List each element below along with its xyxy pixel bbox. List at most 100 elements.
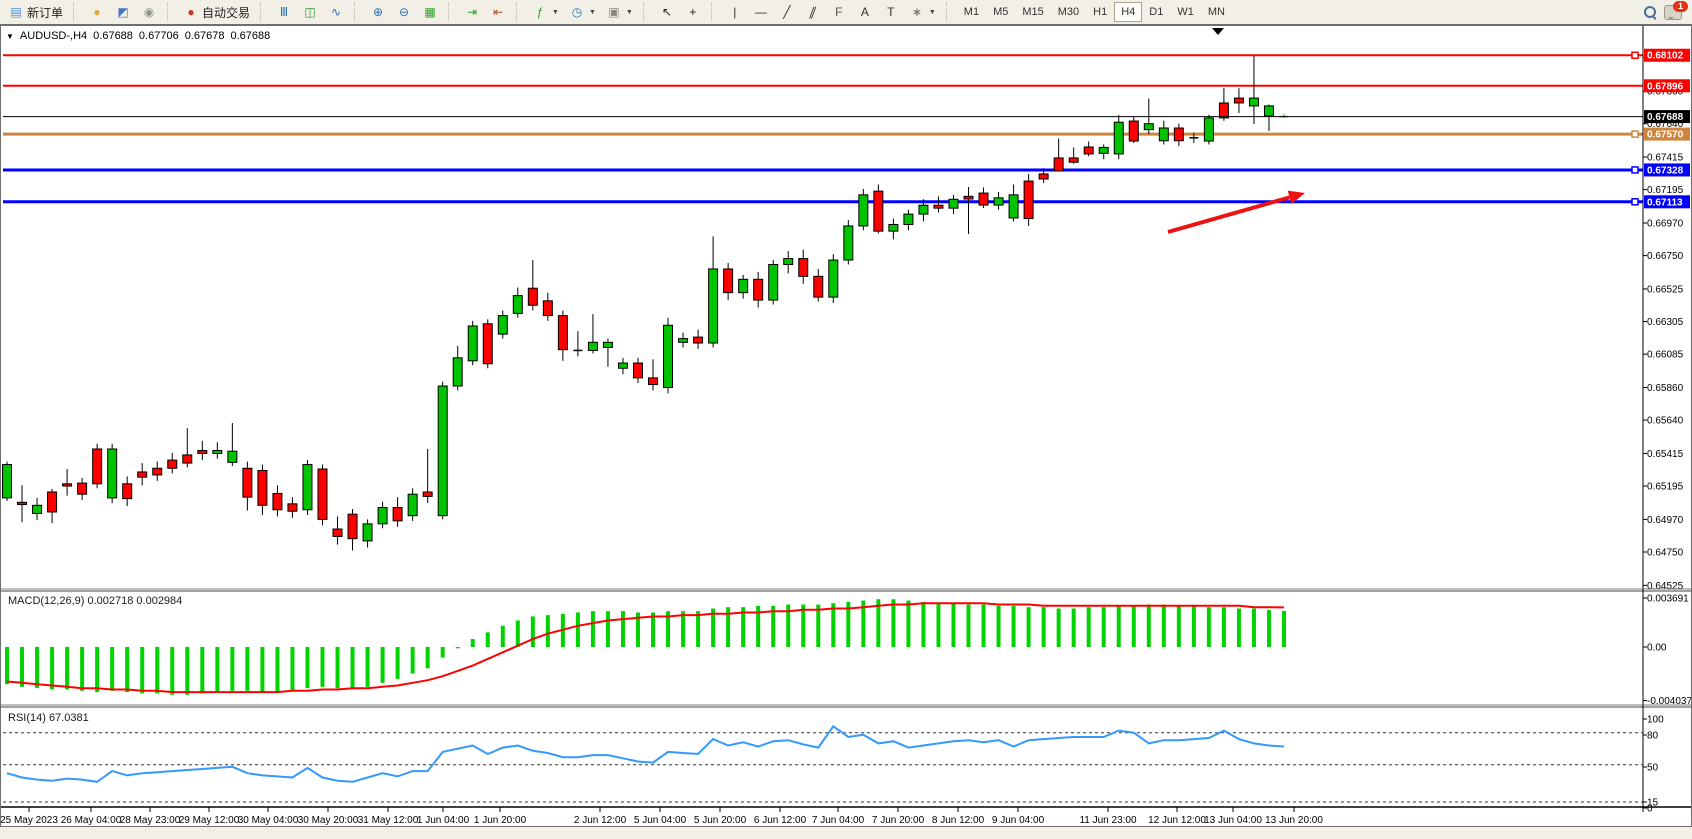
candlestick-chart-button[interactable]: ◫ [297,1,323,23]
macd-histogram-bar [756,605,761,647]
indicators-icon: ƒ [536,5,544,19]
price-axis-tick-label: 0.65195 [1647,482,1684,493]
person-chart-icon: ◩ [117,5,129,19]
trendline-button[interactable]: ╱ [774,1,800,23]
price-axis-tick-label: 0.65640 [1647,416,1684,427]
macd-histogram-bar [590,611,595,647]
price-axis-tick-label: 0.66525 [1647,284,1684,295]
tile-windows-button[interactable]: ▦ [417,1,443,23]
toolbar-group: ▤ 新订单 [0,1,71,23]
chart-shift-marker[interactable] [1212,28,1224,35]
dropdown-caret-icon[interactable]: ▼ [625,8,633,16]
rsi-line [6,724,1285,783]
arrows-icon: ∗ [911,5,922,19]
dropdown-caret-icon[interactable]: ▼ [552,8,559,16]
candle [422,448,433,504]
line-chart-button[interactable]: ∿ [323,1,349,23]
candle [92,443,103,489]
rsi-axis-label: 50 [1647,763,1659,774]
arrow-annotation[interactable] [1167,195,1291,234]
macd-histogram-bar [1282,610,1286,647]
candle [843,220,854,265]
timeframe-h4[interactable]: H4 [1114,2,1143,22]
channel-button[interactable]: ∥ [800,1,826,23]
macd-histogram-bar [816,604,821,647]
timeframe-h1[interactable]: H1 [1093,6,1108,18]
indicators-button[interactable]: ƒ ▼ [527,1,564,23]
dropdown-caret-icon[interactable]: ▼ [928,8,936,16]
timeframe-mn[interactable]: MN [1207,6,1225,18]
chevron-down-icon[interactable]: ▼ [6,31,14,41]
bar-chart-button[interactable]: Ⅲ [271,1,297,23]
candle [1263,104,1274,131]
signals-button[interactable]: ◉ [136,1,162,23]
macd-histogram-bar [290,647,295,691]
candle [407,488,418,521]
fibonacci-icon: F [835,5,843,19]
symbol-period-label: AUDUSD-,H4 [19,30,88,42]
macd-histogram-bar [1131,605,1136,647]
zoom-in-button[interactable]: ⊕ [365,1,391,23]
autotrading-button[interactable]: ● 自动交易 [178,1,255,23]
chart-shift-button[interactable]: ⇤ [485,1,511,23]
dropdown-caret-icon[interactable]: ▼ [588,8,596,16]
price-axis-tick-label: 0.66305 [1647,317,1684,328]
time-axis-label: 25 May 2023 [0,815,58,826]
timeframe-d1[interactable]: D1 [1149,6,1164,18]
cursor-button[interactable]: ↖ [654,1,680,23]
macd-histogram-bar [861,600,866,647]
text-button[interactable]: A [852,1,878,23]
macd-histogram-bar [1011,605,1016,647]
timeframe-m30[interactable]: M30 [1057,6,1080,18]
timeframe-m1[interactable]: M1 [963,6,980,18]
timeframe-m5[interactable]: M5 [993,6,1009,18]
candle [632,357,643,384]
macd-histogram-bar [966,604,971,647]
candle [452,345,463,391]
candle [212,442,223,459]
label-button[interactable]: T [878,1,904,23]
price-tag [1644,79,1690,93]
toolbar-separator [945,3,952,21]
rsi-axis-label: 100 [1647,715,1664,726]
candle [197,440,208,461]
line-handle[interactable] [1631,130,1639,138]
line-handle[interactable] [1631,51,1639,59]
crosshair-button[interactable]: + [680,1,706,23]
candle [2,461,12,501]
line-handle[interactable] [1631,198,1639,206]
macd-histogram-bar [20,647,25,687]
arrow-annotation-head[interactable] [1287,190,1305,205]
text-icon: A [860,5,869,19]
chart-window[interactable]: 0.680850.678600.676400.674150.671950.669… [0,24,1692,839]
macd-histogram-bar [515,620,520,647]
candle [783,251,794,274]
zoom-out-button[interactable]: ⊖ [391,1,417,23]
timeframe-m15[interactable]: M15 [1022,6,1044,18]
search-icon[interactable] [1644,6,1656,18]
periods-button[interactable]: ◷ ▼ [564,1,601,23]
arrows-button[interactable]: ∗ ▼ [904,1,941,23]
fibonacci-button[interactable]: F [826,1,852,23]
horizontal-line-button[interactable]: — [748,1,774,23]
vertical-line-button[interactable]: | [722,1,748,23]
chat-icon[interactable]: 1 [1664,0,1688,20]
charts-gallery-button[interactable]: ◩ [110,1,136,23]
new-order-button[interactable]: ▤ 新订单 [3,1,68,23]
macd-histogram-bar [485,632,490,647]
macd-histogram-bar [5,647,9,685]
macd-histogram-bar [380,647,385,683]
mql5-community-button[interactable]: ● [84,1,110,23]
macd-histogram-bar [140,647,145,694]
toolbar-group: | — ╱ ∥ F A T ∗ ▼ [719,1,944,23]
templates-button[interactable]: ▣ ▼ [601,1,638,23]
timeframe-w1[interactable]: W1 [1177,6,1194,18]
macd-histogram-bar [575,612,580,647]
chart-canvas[interactable]: 0.680850.678600.676400.674150.671950.669… [0,25,1692,839]
candle [918,199,929,222]
line-handle[interactable] [1631,166,1639,174]
macd-histogram-bar [981,604,986,647]
auto-scroll-button[interactable]: ⇥ [459,1,485,23]
tile-windows-icon: ▦ [424,5,436,19]
